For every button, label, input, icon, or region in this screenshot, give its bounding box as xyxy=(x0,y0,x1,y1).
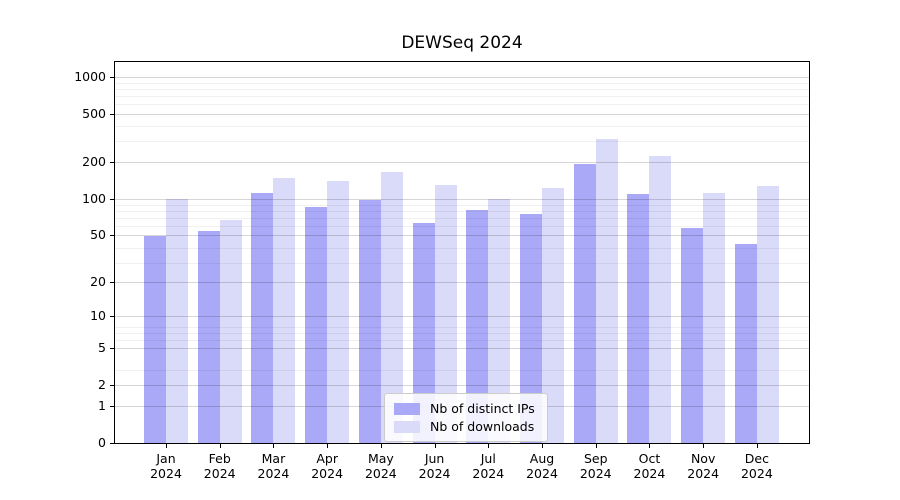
x-tick-label-jun: Jun 2024 xyxy=(418,451,451,481)
legend-item-downloads: Nb of downloads xyxy=(394,418,539,435)
y-tick-mark xyxy=(110,443,114,444)
legend-swatch-downloads xyxy=(394,420,420,433)
y-tick-label-1000: 1000 xyxy=(74,69,106,85)
y-tick-label-100: 100 xyxy=(82,190,106,206)
bar-downloads-jan xyxy=(166,198,188,443)
y-tick-mark xyxy=(110,113,114,115)
y-tick-label-50: 50 xyxy=(90,226,106,242)
x-tick-mark xyxy=(327,444,329,448)
bar-ips-feb xyxy=(197,230,220,443)
chart-title: DEWSeq 2024 xyxy=(401,33,523,53)
y-tick-mark xyxy=(110,316,114,318)
x-tick-label-feb: Feb 2024 xyxy=(203,451,236,481)
x-tick-label-nov: Nov 2024 xyxy=(687,451,720,481)
bar-ips-sep xyxy=(573,164,596,443)
y-tick-label-20: 20 xyxy=(90,273,106,289)
y-tick-mark xyxy=(110,281,114,283)
y-tick-label-5: 5 xyxy=(98,340,106,356)
x-tick-mark xyxy=(273,444,275,448)
bar-downloads-sep xyxy=(595,138,618,443)
legend-label-distinct-ips: Nb of distinct IPs xyxy=(430,401,535,416)
y-tick-mark xyxy=(110,162,114,164)
y-tick-label-200: 200 xyxy=(82,154,106,170)
bar-ips-nov xyxy=(681,228,704,443)
y-tick-mark xyxy=(110,234,114,236)
x-tick-mark xyxy=(166,444,167,448)
y-tick-mark xyxy=(110,406,114,408)
x-tick-mark xyxy=(756,444,758,448)
x-tick-mark xyxy=(380,444,382,448)
x-tick-label-apr: Apr 2024 xyxy=(311,451,344,481)
x-tick-mark xyxy=(488,444,490,448)
bar-ips-may xyxy=(358,200,381,443)
y-tick-mark xyxy=(110,77,114,79)
x-tick-label-sep: Sep 2024 xyxy=(579,451,612,481)
y-tick-label-0: 0 xyxy=(98,435,106,450)
bar-ips-mar xyxy=(251,193,274,443)
x-tick-label-dec: Dec 2024 xyxy=(740,451,773,481)
y-tick-label-500: 500 xyxy=(82,105,106,121)
x-tick-mark xyxy=(595,444,597,448)
bar-downloads-apr xyxy=(327,181,350,443)
x-tick-mark xyxy=(542,444,543,448)
bar-ips-jul xyxy=(466,209,489,443)
x-tick-label-jul: Jul 2024 xyxy=(472,451,505,481)
x-tick-label-jan: Jan 2024 xyxy=(150,451,182,481)
y-tick-label-2: 2 xyxy=(98,376,106,392)
y-tick-mark xyxy=(110,198,114,200)
bar-downloads-aug xyxy=(542,188,564,443)
y-tick-mark xyxy=(110,348,114,350)
plot-area: Nb of distinct IPs Nb of downloads xyxy=(114,61,810,444)
bar-downloads-jun xyxy=(434,184,457,443)
x-tick-mark xyxy=(219,444,221,448)
y-tick-label-1: 1 xyxy=(98,398,106,414)
bar-ips-oct xyxy=(627,193,650,443)
x-tick-label-oct: Oct 2024 xyxy=(633,451,666,481)
x-tick-label-may: May 2024 xyxy=(364,451,397,481)
bar-downloads-nov xyxy=(703,193,726,443)
bar-ips-apr xyxy=(305,207,328,443)
x-tick-mark xyxy=(434,444,436,448)
x-tick-label-mar: Mar 2024 xyxy=(257,451,290,481)
bar-ips-jun xyxy=(412,222,435,443)
bar-downloads-dec xyxy=(756,185,779,443)
x-tick-mark xyxy=(649,444,651,448)
x-tick-label-aug: Aug 2024 xyxy=(526,451,558,481)
bar-downloads-oct xyxy=(649,156,672,443)
bar-downloads-may xyxy=(380,172,403,443)
y-tick-mark xyxy=(110,384,114,386)
legend-swatch-distinct-ips xyxy=(394,402,420,415)
bar-downloads-feb xyxy=(219,220,242,443)
bars-layer xyxy=(115,62,809,443)
x-tick-mark xyxy=(703,444,705,448)
bar-downloads-jul xyxy=(488,199,511,443)
legend-label-downloads: Nb of downloads xyxy=(430,419,535,434)
bar-downloads-mar xyxy=(273,178,296,443)
bar-ips-jan xyxy=(144,235,166,443)
legend: Nb of distinct IPs Nb of downloads xyxy=(384,393,548,442)
legend-item-distinct-ips: Nb of distinct IPs xyxy=(394,400,539,417)
y-tick-label-10: 10 xyxy=(90,308,106,324)
bar-ips-aug xyxy=(520,213,542,443)
bar-ips-dec xyxy=(734,243,757,443)
